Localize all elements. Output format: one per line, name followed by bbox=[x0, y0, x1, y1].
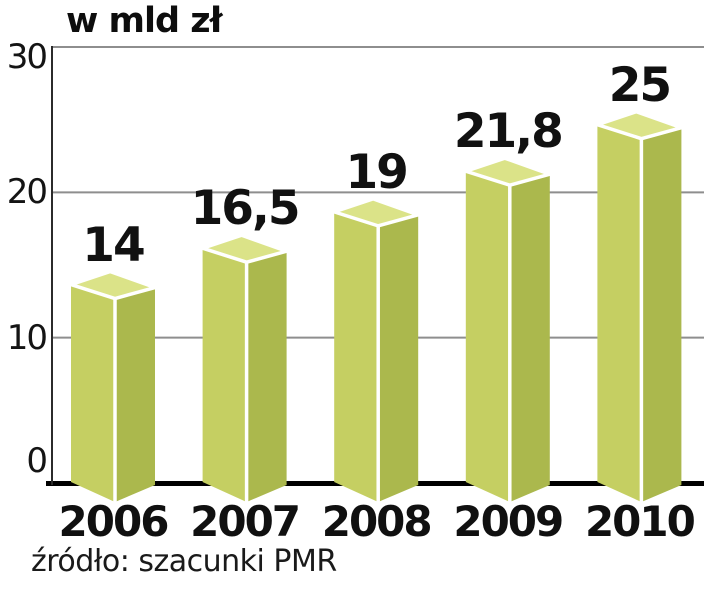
y-tick-label-0: 0 bbox=[26, 441, 48, 481]
chart-title: w mld zł bbox=[66, 1, 223, 41]
bar-top-face bbox=[332, 197, 420, 228]
bar-2007 bbox=[200, 233, 289, 502]
bar-right-face bbox=[378, 214, 419, 502]
y-tick-label-20: 20 bbox=[6, 172, 48, 213]
bar-top-face bbox=[464, 156, 552, 187]
bar-left-face bbox=[465, 171, 510, 502]
value-label-2006: 14 bbox=[82, 217, 145, 273]
value-label-2008: 19 bbox=[345, 144, 408, 200]
bar-top-face bbox=[200, 233, 289, 264]
bar-left-face bbox=[71, 284, 115, 502]
value-label-2010: 25 bbox=[608, 57, 672, 113]
bars-layer bbox=[69, 109, 684, 503]
bar-2010 bbox=[595, 109, 684, 503]
y-tick-label-30: 30 bbox=[6, 37, 48, 77]
value-label-2007: 16,5 bbox=[190, 181, 301, 237]
bar-right-face bbox=[509, 174, 550, 502]
bar-top-face bbox=[595, 109, 684, 141]
x-tick-label-2010: 2010 bbox=[584, 497, 696, 546]
bar-right-face bbox=[115, 287, 155, 502]
x-tick-label-2007: 2007 bbox=[190, 497, 301, 546]
bar-left-face bbox=[202, 248, 247, 502]
x-tick-label-2008: 2008 bbox=[321, 497, 433, 546]
y-tick-label-10: 10 bbox=[6, 317, 48, 358]
source-note: źródło: szacunki PMR bbox=[31, 544, 337, 579]
bar-right-face bbox=[641, 127, 682, 503]
x-tick-label-2009: 2009 bbox=[453, 497, 564, 546]
bar-right-face bbox=[246, 251, 287, 502]
bar-2006 bbox=[69, 269, 157, 502]
bar-left-face bbox=[334, 211, 379, 502]
bar-top-face bbox=[69, 269, 157, 301]
bar-left-face bbox=[597, 124, 642, 503]
value-label-2009: 21,8 bbox=[453, 104, 564, 160]
x-tick-label-2006: 2006 bbox=[58, 497, 170, 546]
bar-2009 bbox=[464, 156, 552, 502]
bar-2008 bbox=[332, 197, 420, 502]
